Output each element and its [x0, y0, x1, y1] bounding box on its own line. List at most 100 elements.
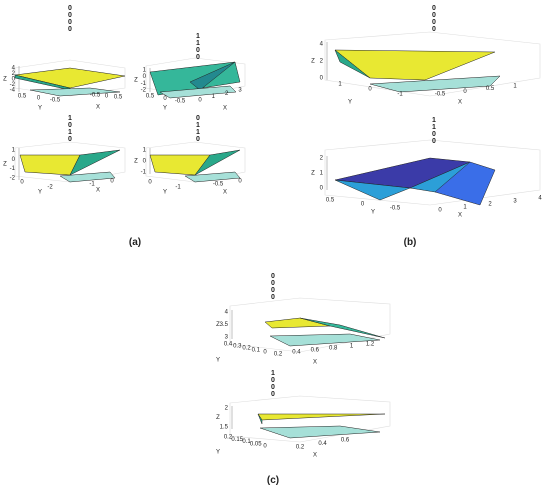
y-tick-label: 0.2 [224, 435, 233, 441]
axis-box [229, 297, 391, 353]
z-tick-label: 1 [320, 171, 324, 177]
axis-box [145, 57, 246, 97]
z-tick-label: 0 [143, 74, 147, 80]
x-axis-label: X [96, 105, 100, 111]
plot-title-bit: 1 [196, 33, 200, 40]
y-tick-label: 0.2 [242, 346, 251, 352]
x-tick-label: 0 [110, 179, 114, 185]
x-axis-label: X [458, 213, 462, 219]
y-axis-label: Y [348, 100, 352, 106]
y-tick-label: 0.1 [252, 348, 261, 354]
y-tick-label: 0.15 [231, 437, 243, 443]
x-tick-label: 1 [463, 205, 467, 211]
x-tick-label: 1 [212, 94, 216, 100]
surface-facet [19, 154, 81, 176]
plot-title-bit: 0 [271, 280, 275, 287]
y-axis-label: Y [163, 190, 167, 196]
surface-facet [334, 179, 411, 201]
plot-title-bit: 0 [196, 136, 200, 143]
y-tick-label: -1 [397, 92, 403, 98]
z-axis-label: Z [311, 59, 315, 65]
x-tick-label: 4 [538, 196, 542, 202]
z-tick-label: 2 [225, 406, 229, 412]
plot-title-bit: 0 [432, 138, 436, 145]
x-axis-label: X [223, 190, 227, 196]
y-axis-label: Y [216, 450, 220, 456]
y-tick-label: 0.5 [18, 94, 27, 100]
caption-text: (a) [129, 237, 141, 248]
y-tick-label: 1 [338, 82, 342, 88]
z-tick-label: -2 [10, 176, 16, 182]
plot-title-bit: 0 [271, 377, 275, 384]
y-tick-label: 0.5 [326, 198, 335, 204]
x-tick-label: -0.5 [90, 93, 101, 99]
x-tick-label: 3 [513, 199, 517, 205]
plot-title-bit: 1 [271, 370, 275, 377]
x-tick-label: 2 [225, 91, 229, 97]
x-tick-label: 0.2 [296, 445, 305, 451]
z-tick-label: -1 [141, 170, 147, 176]
surface-facet [334, 49, 496, 81]
y-tick-label: 0 [263, 444, 267, 450]
x-tick-label: 0 [238, 179, 242, 185]
x-axis-label: X [223, 106, 227, 112]
panel-caption: (b) [404, 237, 417, 248]
y-axis-label: Y [216, 358, 220, 364]
z-axis-label: Z [3, 77, 7, 83]
z-tick-label: 1.5 [220, 425, 229, 431]
y-tick-label: 0 [148, 180, 152, 186]
z-axis-label: Z [134, 159, 138, 165]
x-tick-label: -0.5 [435, 92, 446, 98]
z-tick-label: -1 [141, 81, 147, 87]
x-tick-label: 0 [105, 94, 109, 100]
surface-facet [257, 413, 386, 421]
z-tick-label: -2 [141, 88, 147, 94]
x-tick-label: 1.2 [366, 342, 375, 348]
plot-title-bit: 0 [68, 122, 72, 129]
plot-title-bit: 0 [196, 47, 200, 54]
y-tick-label: 0.5 [146, 94, 155, 100]
plot-title-bit: 0 [432, 131, 436, 138]
z-tick-label: 0 [12, 157, 16, 163]
surface-facet [29, 87, 121, 97]
plot-title-bit: 0 [271, 287, 275, 294]
surface-facet [269, 333, 381, 347]
plot-title-bit: 1 [68, 115, 72, 122]
x-tick-label: 0 [198, 98, 202, 104]
plot-title-bit: 0 [271, 294, 275, 301]
plot-title-bit: 0 [271, 273, 275, 280]
z-tick-label: -4 [10, 88, 16, 94]
x-axis-label: X [458, 100, 462, 106]
y-tick-label: 0 [263, 350, 267, 356]
x-tick-label: 0.6 [341, 438, 350, 444]
plot-title-bit: 0 [68, 12, 72, 19]
x-tick-label: 3 [238, 88, 242, 94]
y-tick-label: -0.5 [50, 98, 61, 104]
z-tick-label: 2 [320, 59, 324, 65]
z-axis-label: Z [216, 415, 220, 421]
axis-box [324, 139, 541, 206]
surface-facet [369, 75, 501, 93]
caption-text: (c) [267, 475, 279, 486]
y-tick-label: 0 [37, 96, 41, 102]
plot-title-bit: 0 [432, 12, 436, 19]
axis-box [324, 31, 541, 97]
z-axis-label: Z [216, 322, 220, 328]
panel-caption: (a) [129, 237, 141, 248]
z-axis-label: Z [311, 171, 315, 177]
plot-title-bit: 0 [432, 26, 436, 33]
surface-facet [59, 171, 116, 183]
z-axis-label: Z [134, 78, 138, 84]
plot-title-bit: 1 [196, 122, 200, 129]
surface-facet [334, 49, 371, 79]
x-tick-label: 1 [350, 344, 354, 350]
x-tick-label: 0 [463, 89, 467, 95]
x-tick-label: 1 [513, 84, 517, 90]
y-tick-label: 0 [163, 96, 167, 102]
x-axis-label: X [96, 188, 100, 194]
plot-title-bit: 0 [68, 26, 72, 33]
plot-title-bit: 1 [196, 40, 200, 47]
y-axis-label: Y [38, 190, 42, 196]
x-tick-label: 0 [438, 208, 442, 214]
y-tick-label: 0.05 [250, 441, 262, 447]
